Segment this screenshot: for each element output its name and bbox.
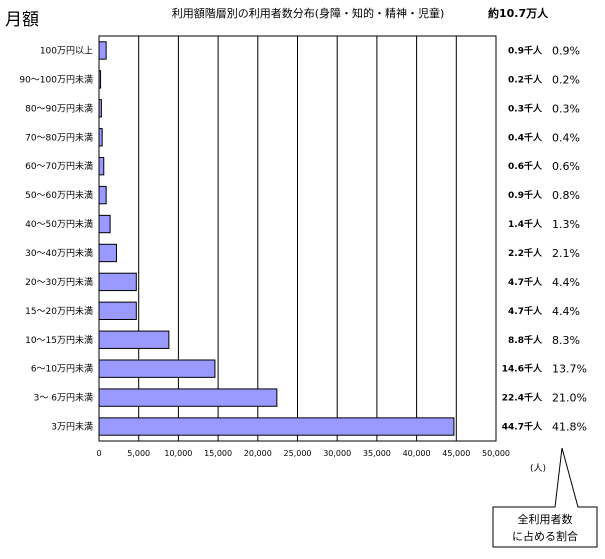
category-label: 60～70万円未満 bbox=[25, 160, 93, 172]
percent-label: 1.3% bbox=[552, 218, 580, 231]
category-label: 90～100万円未満 bbox=[19, 73, 93, 85]
chart-title: 利用額階層別の利用者数分布(身障・知的・精神・児童) bbox=[172, 6, 445, 20]
bar bbox=[98, 388, 278, 407]
count-label: 0.4千人 bbox=[508, 131, 543, 143]
category-label: 15～20万円未満 bbox=[25, 305, 93, 317]
percent-label: 21.0% bbox=[552, 392, 587, 405]
count-label: 0.6千人 bbox=[508, 160, 543, 172]
bar bbox=[98, 359, 216, 378]
count-label: 8.8千人 bbox=[508, 334, 543, 346]
count-label: 4.7千人 bbox=[508, 305, 543, 317]
category-label: 40～50万円未満 bbox=[25, 218, 93, 230]
x-tick-label: 30,000 bbox=[323, 449, 351, 458]
percent-label: 4.4% bbox=[552, 276, 580, 289]
count-label: 1.4千人 bbox=[508, 218, 543, 230]
x-tick-label: 40,000 bbox=[403, 449, 431, 458]
x-tick-label: 25,000 bbox=[284, 449, 312, 458]
x-tick-label: 15,000 bbox=[204, 449, 232, 458]
bar bbox=[98, 272, 137, 292]
percent-labels: 0.9% 0.2% 0.3% 0.4% 0.6% 0.8% 1.3% 2.1% 4.4% 4.4%… bbox=[552, 44, 587, 433]
x-tick-label: 0 bbox=[96, 449, 101, 458]
count-label: 2.2千人 bbox=[508, 247, 543, 259]
percent-label: 0.6% bbox=[552, 160, 580, 173]
percent-label: 2.1% bbox=[552, 247, 580, 260]
percent-label: 0.2% bbox=[552, 73, 580, 86]
grid bbox=[138, 36, 457, 441]
percent-label: 0.9% bbox=[552, 44, 580, 57]
x-tick-label: 50,000 bbox=[482, 449, 510, 458]
total-label: 約10.7万人 bbox=[488, 6, 549, 20]
bar bbox=[98, 157, 105, 176]
bar bbox=[98, 243, 117, 263]
category-label: 50～60万円未満 bbox=[25, 189, 93, 201]
count-label: 4.7千人 bbox=[508, 276, 543, 288]
bar bbox=[98, 417, 455, 436]
count-label: 0.9千人 bbox=[508, 189, 543, 201]
count-label: 44.7千人 bbox=[502, 421, 543, 433]
plot-frame bbox=[98, 35, 497, 442]
bar bbox=[98, 214, 111, 234]
percent-label: 4.4% bbox=[552, 305, 580, 318]
category-label: 3万円未満 bbox=[51, 421, 93, 433]
unit-label: (人) bbox=[530, 463, 546, 474]
bar bbox=[98, 330, 170, 349]
x-tick-label: 20,000 bbox=[244, 449, 272, 458]
percent-label: 0.8% bbox=[552, 189, 580, 202]
category-label: 3～ 6万円未満 bbox=[34, 392, 93, 404]
x-axis-ticks: 0 5,000 10,000 15,000 20,000 25,000 30,000 35,0… bbox=[96, 449, 510, 458]
count-label: 22.4千人 bbox=[502, 392, 543, 404]
count-label: 0.3千人 bbox=[508, 102, 543, 114]
percent-label: 8.3% bbox=[552, 334, 580, 347]
percent-label: 41.8% bbox=[552, 421, 587, 434]
bar bbox=[98, 41, 107, 60]
category-label: 80～90万円未満 bbox=[25, 102, 93, 114]
x-tick-label: 10,000 bbox=[164, 449, 192, 458]
corner-label: 月額 bbox=[5, 10, 39, 30]
category-label: 6～10万円未満 bbox=[31, 363, 93, 375]
category-label: 70～80万円未満 bbox=[25, 131, 93, 143]
x-tick-label: 45,000 bbox=[442, 449, 470, 458]
percent-label: 0.3% bbox=[552, 102, 580, 115]
percent-label: 13.7% bbox=[552, 363, 587, 376]
callout-line-1: 全利用者数 bbox=[518, 512, 573, 526]
bars bbox=[98, 41, 455, 436]
count-label: 0.2千人 bbox=[508, 73, 543, 85]
category-label: 100万円以上 bbox=[40, 45, 93, 56]
count-label: 14.6千人 bbox=[502, 363, 543, 375]
bar bbox=[98, 301, 137, 320]
callout: 全利用者数 に占める割合 bbox=[492, 447, 598, 548]
category-labels: 100万円以上 90～100万円未満 80～90万円未満 70～80万円未満 60～70… bbox=[19, 45, 93, 432]
percent-label: 0.4% bbox=[552, 131, 580, 144]
callout-box bbox=[492, 447, 598, 548]
category-label: 10～15万円未満 bbox=[25, 334, 93, 346]
x-tick-label: 35,000 bbox=[363, 449, 391, 458]
count-labels: 0.9千人 0.2千人 0.3千人 0.4千人 0.6千人 0.9千人 1.4千人 2.2千人… bbox=[502, 44, 543, 432]
count-label: 0.9千人 bbox=[508, 44, 543, 56]
category-label: 20～30万円未満 bbox=[25, 276, 93, 288]
bar bbox=[98, 185, 107, 205]
x-tick-label: 5,000 bbox=[127, 449, 150, 458]
category-label: 30～40万円未満 bbox=[25, 247, 93, 259]
callout-line-2: に占める割合 bbox=[512, 529, 578, 543]
